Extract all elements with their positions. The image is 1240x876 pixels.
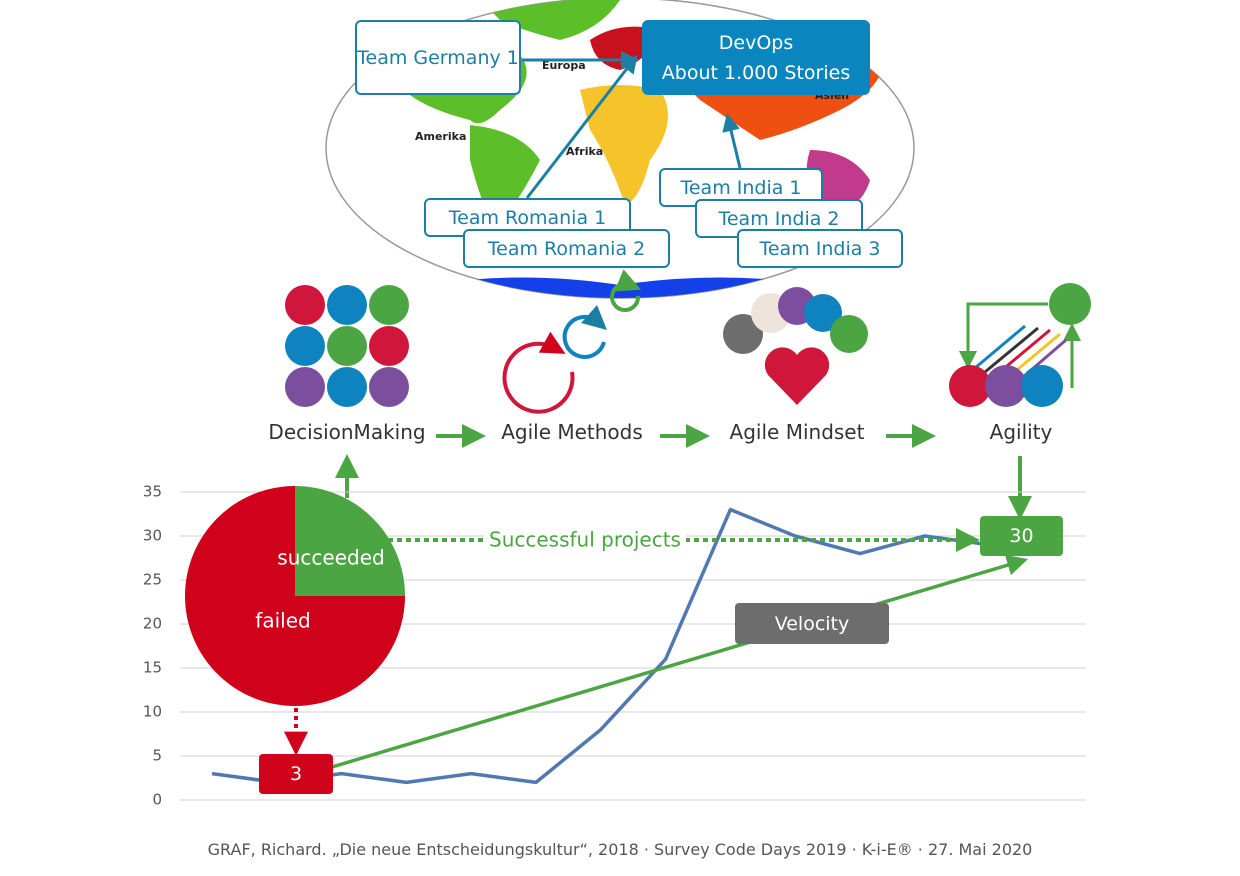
pie-label: succeeded xyxy=(277,546,384,570)
velocity-label: Velocity xyxy=(735,603,889,644)
y-tick-label: 0 xyxy=(152,791,162,809)
chart-annotations: Successful projects xyxy=(284,526,1029,770)
team-box: Team Romania 2 xyxy=(463,229,670,268)
failed-count: 3 xyxy=(259,753,333,794)
line-series xyxy=(211,507,990,785)
success-label-bg xyxy=(484,526,686,554)
methods-icon xyxy=(502,269,642,414)
pie-slice xyxy=(185,486,405,706)
success-count: 30 xyxy=(980,516,1063,556)
flow-label: Agility xyxy=(989,420,1053,444)
hub-title: DevOps xyxy=(718,31,794,54)
y-tick-label: 15 xyxy=(143,659,162,677)
y-tick-label: 10 xyxy=(143,703,162,721)
success-label: Successful projects xyxy=(489,528,681,552)
decision-icon xyxy=(285,285,409,407)
flow-label: Agile Mindset xyxy=(729,420,865,444)
team-box: Team Germany 1 xyxy=(355,20,521,95)
hub-subtitle: About 1.000 Stories xyxy=(661,61,851,84)
mindset-icon xyxy=(723,287,868,405)
y-tick-label: 30 xyxy=(143,527,162,545)
y-tick-label: 25 xyxy=(143,571,162,589)
y-tick-label: 20 xyxy=(143,615,162,633)
velocity-trend xyxy=(329,554,1029,770)
flow-label: Agile Methods xyxy=(501,420,643,444)
pie-label: failed xyxy=(255,609,310,633)
pie-chart: succeeded failed xyxy=(185,486,405,706)
map-label: Europa xyxy=(542,59,586,72)
map-label: Afrika xyxy=(566,145,603,158)
team-box: Team India 3 xyxy=(737,229,903,268)
hub-box: DevOps About 1.000 Stories xyxy=(642,20,870,95)
footer: GRAF, Richard. „Die neue Entscheidungsku… xyxy=(207,840,1033,859)
y-tick-label: 35 xyxy=(143,483,162,501)
map-label: Amerika xyxy=(415,130,466,143)
flow-label: DecisionMaking xyxy=(268,420,426,444)
y-tick-label: 5 xyxy=(152,747,162,765)
agility-icon xyxy=(949,283,1091,407)
pie-slice xyxy=(295,486,405,596)
flow-arrows xyxy=(335,424,1032,520)
